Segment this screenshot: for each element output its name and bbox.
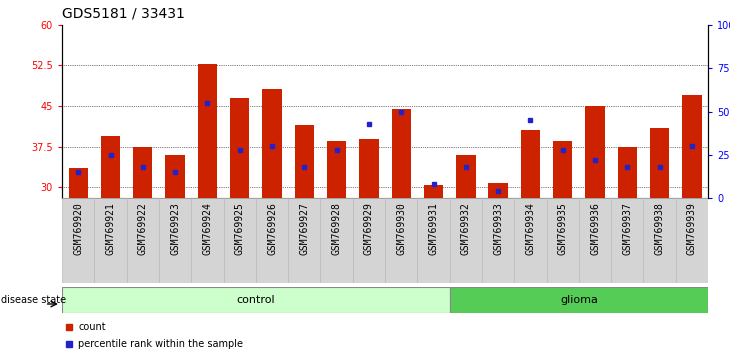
Bar [618, 147, 637, 198]
Text: GSM769937: GSM769937 [623, 202, 632, 255]
Bar [488, 183, 508, 198]
FancyBboxPatch shape [385, 198, 418, 283]
Bar [359, 139, 379, 198]
FancyBboxPatch shape [191, 198, 223, 283]
Bar [456, 155, 475, 198]
Bar [198, 64, 217, 198]
Bar [262, 89, 282, 198]
FancyBboxPatch shape [482, 198, 514, 283]
Text: GSM769933: GSM769933 [493, 202, 503, 255]
Text: GSM769930: GSM769930 [396, 202, 406, 255]
Text: GDS5181 / 33431: GDS5181 / 33431 [62, 7, 185, 21]
FancyBboxPatch shape [676, 198, 708, 283]
FancyBboxPatch shape [611, 198, 644, 283]
Text: count: count [78, 321, 106, 332]
Bar [520, 131, 540, 198]
FancyBboxPatch shape [288, 198, 320, 283]
Bar [327, 141, 346, 198]
Text: GSM769923: GSM769923 [170, 202, 180, 255]
Text: GSM769936: GSM769936 [590, 202, 600, 255]
Text: GSM769929: GSM769929 [364, 202, 374, 255]
FancyBboxPatch shape [159, 198, 191, 283]
Text: GSM769938: GSM769938 [655, 202, 664, 255]
Bar [133, 147, 153, 198]
Text: disease state: disease state [1, 295, 66, 305]
Bar [230, 98, 250, 198]
FancyBboxPatch shape [94, 198, 127, 283]
Text: GSM769935: GSM769935 [558, 202, 568, 255]
FancyBboxPatch shape [450, 198, 482, 283]
Text: GSM769939: GSM769939 [687, 202, 697, 255]
Text: GSM769920: GSM769920 [73, 202, 83, 255]
FancyBboxPatch shape [418, 198, 450, 283]
Text: percentile rank within the sample: percentile rank within the sample [78, 339, 243, 349]
FancyBboxPatch shape [320, 198, 353, 283]
FancyBboxPatch shape [514, 198, 547, 283]
Bar [424, 185, 443, 198]
FancyBboxPatch shape [644, 198, 676, 283]
Text: GSM769922: GSM769922 [138, 202, 147, 255]
FancyBboxPatch shape [62, 198, 94, 283]
Text: GSM769924: GSM769924 [202, 202, 212, 255]
Text: GSM769926: GSM769926 [267, 202, 277, 255]
FancyBboxPatch shape [353, 198, 385, 283]
FancyBboxPatch shape [547, 198, 579, 283]
FancyBboxPatch shape [62, 287, 450, 313]
Text: GSM769928: GSM769928 [331, 202, 342, 255]
FancyBboxPatch shape [256, 198, 288, 283]
FancyBboxPatch shape [579, 198, 611, 283]
Text: control: control [237, 295, 275, 305]
Bar [166, 155, 185, 198]
Bar [683, 95, 702, 198]
Bar [585, 106, 604, 198]
Bar [553, 141, 572, 198]
Text: GSM769931: GSM769931 [429, 202, 439, 255]
FancyBboxPatch shape [127, 198, 159, 283]
Text: GSM769934: GSM769934 [526, 202, 535, 255]
Text: GSM769927: GSM769927 [299, 202, 310, 255]
FancyBboxPatch shape [450, 287, 708, 313]
FancyBboxPatch shape [223, 198, 256, 283]
Bar [391, 109, 411, 198]
Text: GSM769932: GSM769932 [461, 202, 471, 255]
Text: GSM769921: GSM769921 [106, 202, 115, 255]
Text: glioma: glioma [560, 295, 598, 305]
Bar [101, 136, 120, 198]
Text: GSM769925: GSM769925 [235, 202, 245, 255]
Bar [295, 125, 314, 198]
Bar [69, 169, 88, 198]
Bar [650, 128, 669, 198]
